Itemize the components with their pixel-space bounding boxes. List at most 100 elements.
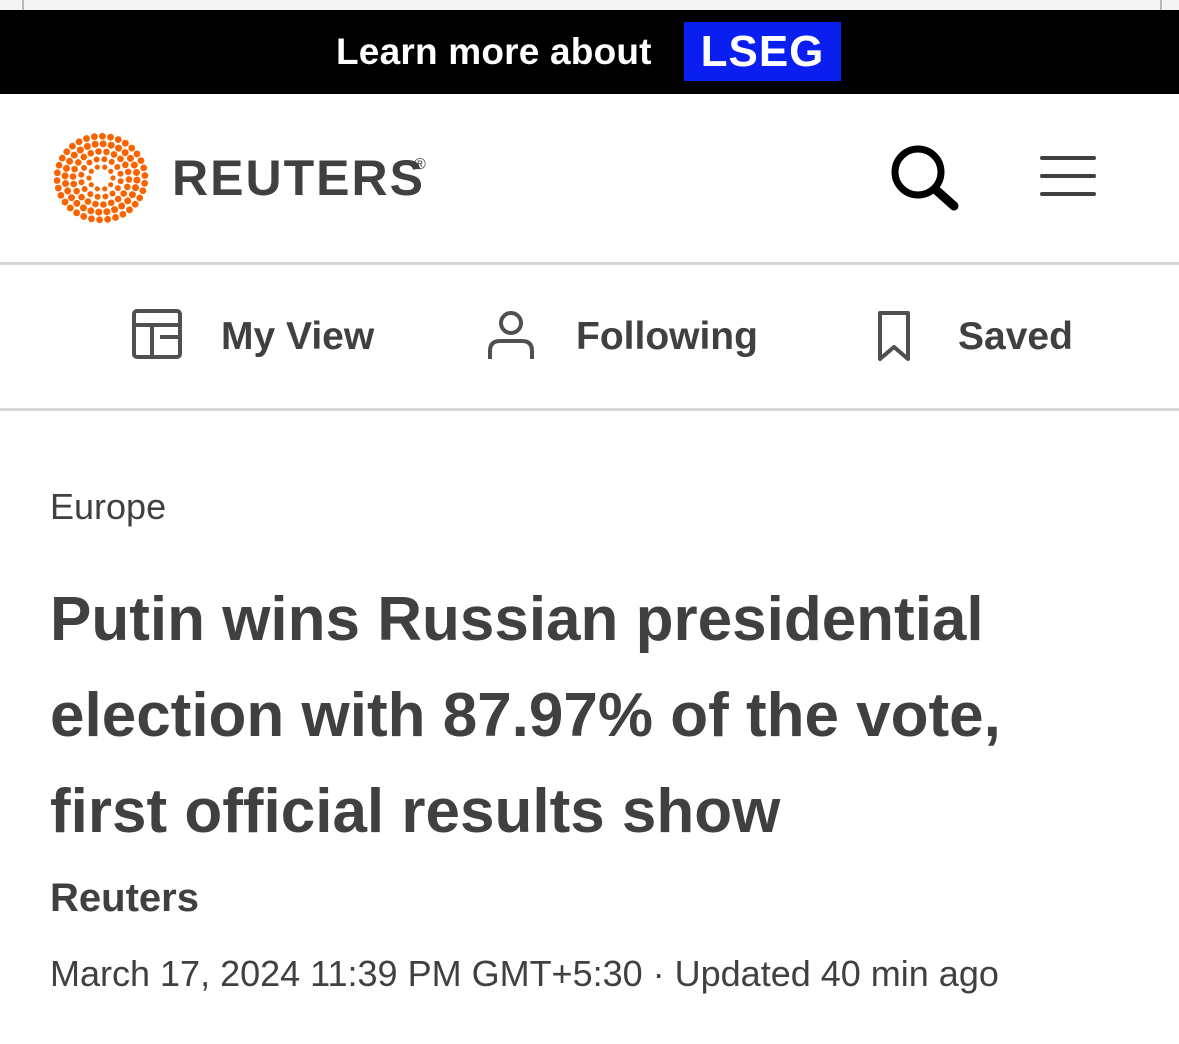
logo-dot (101, 156, 108, 163)
logo-dot (61, 198, 69, 206)
logo-dot (88, 182, 94, 188)
logo-dot (141, 179, 149, 187)
search-button[interactable] (888, 144, 962, 212)
nav-label-following: Following (576, 315, 758, 358)
logo-dot (87, 207, 95, 215)
nav-label-saved: Saved (958, 315, 1073, 358)
logo-dot (140, 164, 148, 172)
logo-dot (133, 150, 141, 158)
logo-dot (133, 176, 141, 184)
logo-dot (100, 201, 107, 208)
logo-dot (80, 153, 88, 161)
logo-dot (87, 149, 95, 157)
logo-dot (94, 186, 100, 192)
logo-dot (137, 157, 145, 165)
logo-dot (111, 206, 119, 214)
nav-my-view[interactable]: My View (132, 305, 374, 365)
logo-dot (81, 164, 88, 171)
logo-dot (91, 140, 99, 148)
logo-dot (125, 176, 133, 183)
logo-dot (83, 135, 90, 142)
logo-dot (124, 197, 132, 205)
nav-following[interactable]: Following (486, 305, 758, 365)
logo-dot (141, 172, 149, 179)
logo-dot (76, 146, 84, 154)
logo-dot (68, 194, 76, 202)
logo-dot (92, 200, 99, 208)
logo-dot (114, 164, 121, 171)
logo-dot (104, 215, 112, 223)
logo-dot (86, 159, 93, 166)
article-byline[interactable]: Reuters (50, 876, 199, 920)
logo-dot (108, 158, 115, 165)
logo-dot (95, 148, 102, 155)
logo-dot (108, 168, 114, 174)
menu-button[interactable] (1036, 152, 1100, 200)
ad-text: Learn more about (336, 31, 652, 72)
logo-dot (126, 206, 133, 214)
section-link-europe[interactable]: Europe (50, 486, 167, 527)
browser-top-strip (0, 0, 1179, 10)
bookmark-icon (878, 311, 910, 361)
logo-dot (61, 180, 69, 188)
logo-dot (79, 204, 87, 212)
logo-dot (90, 133, 98, 141)
logo-dot (107, 141, 115, 149)
logo-dot (64, 187, 72, 195)
account-nav: My View Following Saved (0, 265, 1179, 408)
logo-dot (58, 154, 66, 162)
reuters-wordmark[interactable]: REUTERS (172, 150, 425, 206)
logo-dot (94, 193, 101, 200)
logo-dot (131, 200, 139, 208)
lseg-logo[interactable]: LSEG (684, 22, 841, 81)
logo-dot (117, 170, 124, 177)
logo-dot (53, 169, 61, 177)
logo-dot (108, 182, 114, 188)
logo-dot (53, 177, 61, 184)
logo-dot (57, 191, 65, 199)
logo-dot (124, 183, 131, 191)
logo-dot (66, 204, 74, 212)
logo-dot (84, 198, 92, 205)
site-header: REUTERS ® (0, 94, 1179, 262)
logo-dot (62, 164, 70, 172)
logo-dot (103, 148, 110, 156)
logo-dot (124, 168, 132, 176)
logo-dot (114, 185, 121, 192)
search-icon (891, 145, 959, 211)
strip-rule-left (22, 0, 24, 10)
logo-dot (115, 144, 123, 152)
logo-dot (128, 144, 136, 152)
logo-dot (139, 187, 147, 195)
logo-dot (102, 193, 109, 200)
lseg-ad-banner[interactable]: Learn more about LSEG (0, 10, 1179, 94)
logo-dot (109, 190, 116, 197)
logo-dot (75, 138, 83, 146)
logo-dot (73, 187, 80, 195)
logo-dot (61, 172, 69, 180)
logo-dot (107, 133, 114, 141)
logo-dot (93, 156, 100, 163)
article-dateline: March 17, 2024 11:39 PM GMT+5:30 · Updat… (50, 953, 999, 994)
logo-dot (95, 208, 103, 216)
nav-saved[interactable]: Saved (876, 305, 1073, 365)
logo-dot (87, 191, 94, 198)
logo-dot (132, 184, 140, 192)
logo-dot (110, 151, 118, 158)
logo-dot (86, 175, 92, 181)
logo-dot (69, 142, 76, 150)
logo-dot (121, 149, 129, 157)
logo-dot (73, 199, 81, 207)
logo-dot (112, 214, 119, 221)
logo-dot (121, 139, 129, 147)
logo-dot (122, 161, 129, 169)
logo-dot (120, 190, 127, 197)
logo-dot (75, 159, 82, 166)
logo-dot (88, 168, 94, 174)
logo-dot (78, 193, 85, 201)
reuters-logo-icon[interactable] (50, 132, 152, 224)
person-icon (488, 311, 534, 359)
logo-dot (119, 210, 127, 218)
registered-mark: ® (414, 156, 426, 173)
logo-dot (69, 173, 77, 180)
